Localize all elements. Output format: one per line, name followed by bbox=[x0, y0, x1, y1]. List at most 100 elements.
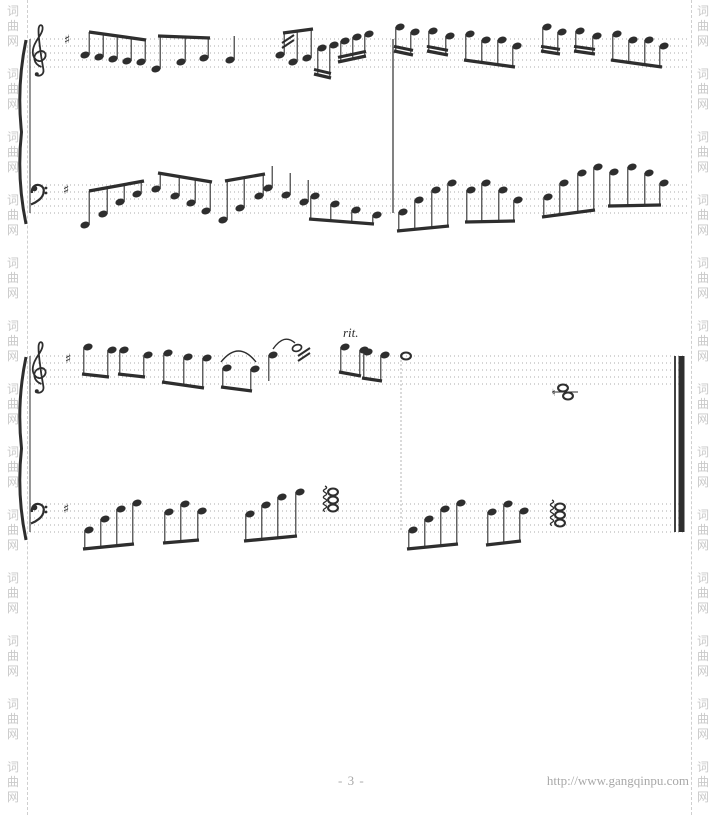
slash-mark bbox=[297, 347, 311, 357]
watermark-char: 网 bbox=[6, 160, 19, 174]
watermark-char: 词 bbox=[696, 634, 709, 648]
watermark-char: 网 bbox=[6, 475, 19, 489]
key-signature-sharp: ♯ bbox=[65, 352, 71, 367]
watermark-group: 词曲网 bbox=[7, 571, 19, 616]
watermark-group: 词曲网 bbox=[7, 4, 19, 49]
watermark-char: 网 bbox=[696, 97, 709, 111]
notehead bbox=[424, 515, 434, 523]
notehead bbox=[176, 58, 186, 66]
watermark-char: 网 bbox=[6, 412, 19, 426]
notehead bbox=[351, 206, 361, 214]
slur bbox=[272, 338, 296, 350]
notehead bbox=[218, 216, 228, 224]
note-beam bbox=[541, 208, 596, 219]
footer-page-number: - 3 - bbox=[338, 773, 365, 788]
watermark-char: 曲 bbox=[696, 523, 709, 537]
half-notehead bbox=[291, 343, 303, 353]
notehead bbox=[263, 184, 273, 192]
notehead bbox=[372, 211, 382, 219]
notehead bbox=[80, 51, 90, 59]
watermark-char: 曲 bbox=[696, 145, 709, 159]
watermark-char: 曲 bbox=[696, 271, 709, 285]
notehead bbox=[447, 179, 457, 187]
notehead bbox=[329, 41, 339, 49]
note-beam bbox=[88, 179, 145, 193]
note-beam bbox=[610, 58, 663, 69]
note-beam bbox=[406, 542, 459, 551]
watermark-char: 词 bbox=[696, 697, 709, 711]
notehead bbox=[398, 208, 408, 216]
notehead bbox=[410, 28, 420, 36]
note-beam bbox=[573, 49, 596, 56]
watermark-char: 词 bbox=[696, 760, 709, 774]
watermark-char: 曲 bbox=[696, 712, 709, 726]
watermark-char: 词 bbox=[6, 760, 19, 774]
notehead bbox=[559, 179, 569, 187]
whole-note bbox=[554, 510, 566, 520]
watermark-char: 词 bbox=[696, 67, 709, 81]
notehead bbox=[151, 185, 161, 193]
watermark-group: 词曲网 bbox=[7, 508, 19, 553]
notehead bbox=[310, 192, 320, 200]
notehead bbox=[627, 163, 637, 171]
notehead bbox=[299, 198, 309, 206]
system-brace bbox=[18, 356, 28, 541]
notehead bbox=[519, 507, 529, 515]
watermark-group: 词曲网 bbox=[7, 760, 19, 805]
watermark-group: 词曲网 bbox=[697, 445, 709, 490]
notehead bbox=[302, 54, 312, 62]
note-beam bbox=[308, 217, 375, 226]
watermark-char: 词 bbox=[6, 319, 19, 333]
watermark-char: 词 bbox=[696, 319, 709, 333]
page-footer: - 3 - http://www.gangqinpu.com bbox=[0, 771, 710, 793]
watermark-char: 网 bbox=[6, 601, 19, 615]
notehead bbox=[132, 499, 142, 507]
note-beam bbox=[243, 534, 298, 543]
notehead bbox=[543, 193, 553, 201]
notehead bbox=[612, 30, 622, 38]
watermark-group: 词曲网 bbox=[7, 256, 19, 301]
notehead bbox=[659, 42, 669, 50]
whole-note bbox=[400, 351, 412, 361]
footer-url[interactable]: http://www.gangqinpu.com bbox=[546, 773, 689, 788]
notehead bbox=[119, 346, 129, 354]
watermark-char: 词 bbox=[696, 508, 709, 522]
watermark-char: 词 bbox=[696, 571, 709, 585]
notehead bbox=[481, 179, 491, 187]
notehead bbox=[245, 510, 255, 518]
watermark-char: 曲 bbox=[6, 208, 19, 222]
notehead bbox=[170, 192, 180, 200]
watermark-char: 网 bbox=[6, 664, 19, 678]
watermark-right-column: 词曲网词曲网词曲网词曲网词曲网词曲网词曲网词曲网词曲网词曲网词曲网词曲网词曲网 bbox=[694, 4, 710, 815]
note-beam bbox=[117, 372, 146, 379]
watermark-char: 曲 bbox=[696, 334, 709, 348]
note-beam bbox=[393, 49, 414, 57]
notehead bbox=[180, 500, 190, 508]
notehead bbox=[512, 42, 522, 50]
notehead bbox=[94, 53, 104, 61]
watermark-char: 曲 bbox=[6, 712, 19, 726]
note-beam bbox=[540, 44, 561, 51]
notehead bbox=[465, 30, 475, 38]
watermark-group: 词曲网 bbox=[697, 760, 709, 805]
notehead bbox=[456, 499, 466, 507]
note-beam bbox=[338, 370, 362, 378]
watermark-group: 词曲网 bbox=[7, 634, 19, 679]
watermark-group: 词曲网 bbox=[697, 4, 709, 49]
watermark-left-column: 词曲网词曲网词曲网词曲网词曲网词曲网词曲网词曲网词曲网词曲网词曲网词曲网词曲网 bbox=[4, 4, 22, 815]
watermark-char: 网 bbox=[696, 223, 709, 237]
notehead bbox=[115, 198, 125, 206]
watermark-char: 曲 bbox=[6, 460, 19, 474]
note-beam bbox=[426, 44, 449, 52]
note-beam bbox=[573, 44, 596, 51]
notehead bbox=[201, 207, 211, 215]
notehead bbox=[408, 526, 418, 534]
watermark-group: 词曲网 bbox=[697, 319, 709, 364]
watermark-char: 词 bbox=[696, 256, 709, 270]
key-signature-sharp: ♯ bbox=[63, 502, 69, 517]
watermark-char: 曲 bbox=[6, 334, 19, 348]
watermark-char: 词 bbox=[6, 571, 19, 585]
note-beam bbox=[396, 224, 450, 233]
slur bbox=[220, 350, 257, 363]
note-beam bbox=[337, 49, 367, 59]
